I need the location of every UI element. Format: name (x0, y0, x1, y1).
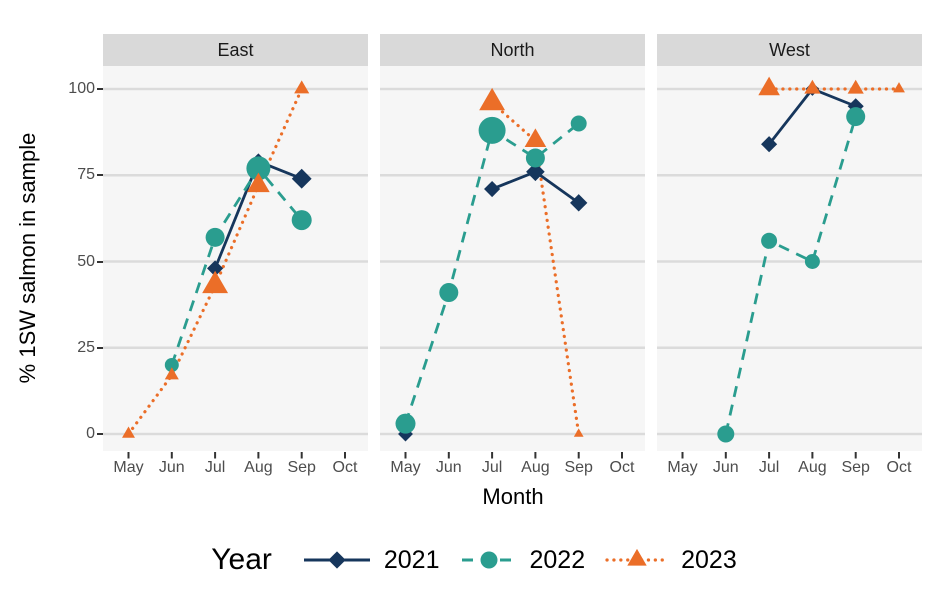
facet-strip-west-label: West (769, 39, 810, 60)
data-point-2023-triangle (122, 426, 135, 438)
legend-label-2023: 2023 (681, 545, 737, 574)
data-point-2023-triangle (294, 80, 310, 94)
facet-panel-north-plot (380, 66, 645, 459)
x-tick-label: Oct (609, 459, 635, 476)
x-tick-label: Sep (287, 459, 316, 476)
x-tick-label: May (390, 459, 421, 476)
data-point-2022-circle (761, 232, 778, 249)
panel-background (657, 66, 922, 451)
x-tick-label: Oct (332, 459, 358, 476)
legend-sample-2022 (461, 551, 516, 569)
data-point-2021-diamond (291, 168, 312, 189)
x-tick-label: Oct (886, 459, 912, 476)
y-tick-mark (97, 88, 103, 90)
x-tick-label: Sep (841, 459, 870, 476)
y-tick-label: 75 (77, 166, 95, 184)
data-point-2023-triangle (847, 79, 864, 94)
y-tick-label: 0 (86, 425, 95, 442)
data-point-2022-circle (164, 358, 179, 372)
legend: Year 2021 2022 2023 (0, 541, 948, 579)
data-point-2023-triangle (758, 76, 780, 96)
x-tick-label: May (113, 459, 144, 476)
legend-item-2023: 2023 (605, 545, 737, 575)
panel-background (103, 66, 368, 451)
x-tick-label: May (667, 459, 698, 476)
data-point-2023-triangle (479, 87, 506, 111)
data-point-2023-triangle (202, 270, 229, 294)
data-point-2023-triangle (893, 82, 905, 93)
y-tick-label: 100 (68, 80, 95, 97)
data-point-2022-circle (439, 283, 459, 303)
facet-panel-east-plot (103, 66, 368, 459)
legend-label-2022: 2022 (529, 545, 586, 574)
legend-item-2022: 2022 (460, 545, 586, 575)
data-point-2022-circle (804, 254, 820, 269)
data-point-2022-circle (480, 551, 497, 569)
data-point-2022-circle (525, 148, 545, 168)
series-line-2022 (170, 165, 303, 366)
x-tick-label: Jul (481, 459, 503, 476)
y-tick-mark (97, 174, 103, 177)
panel-background (380, 66, 645, 451)
data-point-2021-diamond (398, 426, 413, 442)
legend-title: Year (211, 543, 272, 576)
data-point-2023-triangle (247, 172, 270, 193)
legend-sample-2023 (605, 548, 669, 566)
data-point-2021-diamond (328, 551, 346, 569)
x-tick-label: Aug (798, 459, 827, 476)
series-line-2022 (724, 116, 858, 435)
legend-item-2021: 2021 (302, 545, 440, 575)
x-tick-label: Sep (564, 459, 593, 476)
y-tick-mark (97, 433, 103, 435)
facet-strip-north-label: North (490, 39, 535, 60)
data-point-2021-diamond (207, 260, 224, 277)
data-point-2022-circle (205, 227, 225, 247)
data-point-2022-circle (395, 413, 416, 434)
x-tick-label: Jun (435, 459, 462, 476)
x-tick-label: Aug (244, 459, 273, 476)
data-point-2021-diamond (526, 162, 545, 182)
data-point-2022-circle (570, 115, 587, 132)
y-tick-label: 50 (77, 252, 95, 270)
y-axis-title: % 1SW salmon in sample (15, 132, 40, 384)
data-point-2022-circle (291, 210, 312, 231)
facet-strip-east: East (103, 34, 368, 66)
y-tick-mark (97, 260, 103, 263)
data-point-2021-diamond (484, 180, 501, 198)
data-point-2022-circle (846, 107, 866, 127)
legend-sample-2021 (303, 551, 370, 569)
x-tick-label: Jun (158, 459, 185, 476)
data-point-2023-triangle (573, 428, 584, 437)
data-point-2023-triangle (524, 128, 547, 147)
data-point-2022-circle (717, 425, 735, 443)
data-point-2023-triangle (804, 79, 821, 94)
x-tick-label: Jul (758, 459, 780, 476)
legend-label-2021: 2021 (383, 545, 440, 574)
data-point-2021-diamond (761, 136, 778, 153)
x-tick-label: Jun (712, 459, 739, 476)
facet-strip-west: West (657, 34, 922, 66)
x-tick-label: Jul (204, 459, 226, 476)
facet-panel-west-plot (657, 66, 922, 459)
data-point-2022-circle (478, 116, 506, 144)
data-point-2023-triangle (164, 367, 179, 380)
y-tick-label: 25 (77, 338, 95, 356)
x-axis-title: Month (482, 484, 544, 509)
facet-strip-east-label: East (217, 39, 254, 60)
data-point-2023-triangle (627, 548, 647, 566)
data-point-2022-circle (246, 156, 271, 181)
x-tick-label: Aug (521, 459, 550, 476)
y-tick-mark (97, 346, 103, 349)
series-line-2023 (490, 101, 581, 436)
facet-strip-north: North (380, 34, 645, 66)
